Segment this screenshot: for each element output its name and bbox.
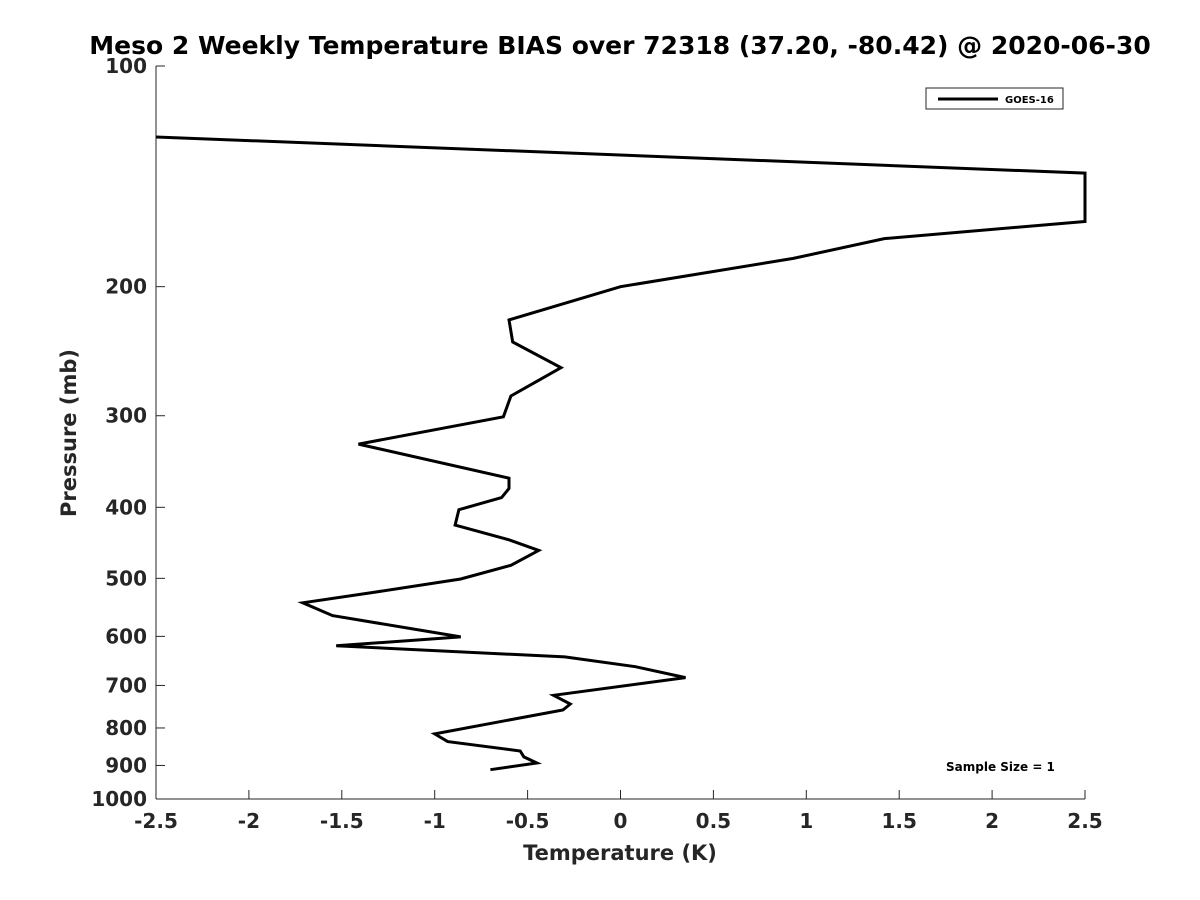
legend-label-goes-16: GOES-16 xyxy=(1005,95,1054,106)
y-tick-label: 1000 xyxy=(91,787,147,811)
x-tick-label: -2.5 xyxy=(134,809,178,833)
plot-area: -2.5 -2 -1.5 -1 -0.5 0 0.5 1 1.5 2 2.5 100 200 300 400… xyxy=(91,54,1102,833)
y-tick-label: 300 xyxy=(105,404,147,428)
y-tick-label: 600 xyxy=(105,624,147,648)
y-tick-label: 500 xyxy=(105,566,147,590)
x-tick-label: 0 xyxy=(614,809,628,833)
x-tick-label: 2.5 xyxy=(1067,809,1102,833)
y-tick-label: 700 xyxy=(105,673,147,697)
legend: GOES-16 xyxy=(925,87,1064,110)
x-tick-label: -2 xyxy=(238,809,260,833)
x-axis-label: Temperature (K) xyxy=(523,841,717,865)
sample-size-annotation: Sample Size = 1 xyxy=(946,760,1055,774)
x-tick-label: 1.5 xyxy=(881,809,916,833)
y-tick-label: 400 xyxy=(105,495,147,519)
chart-title: Meso 2 Weekly Temperature BIAS over 7231… xyxy=(89,31,1150,60)
y-axis-label: Pressure (mb) xyxy=(57,349,81,517)
y-tick-label: 100 xyxy=(105,54,147,78)
x-tick-label: 2 xyxy=(985,809,999,833)
y-tick-label: 900 xyxy=(105,753,147,777)
x-tick-label: 1 xyxy=(799,809,813,833)
x-tick-label: -0.5 xyxy=(506,809,550,833)
y-tick-label: 800 xyxy=(105,716,147,740)
x-tick-label: -1.5 xyxy=(320,809,364,833)
x-tick-label: -1 xyxy=(424,809,446,833)
y-tick-label: 200 xyxy=(105,275,147,299)
x-tick-label: 0.5 xyxy=(696,809,731,833)
series-line-goes-16 xyxy=(155,135,1087,772)
